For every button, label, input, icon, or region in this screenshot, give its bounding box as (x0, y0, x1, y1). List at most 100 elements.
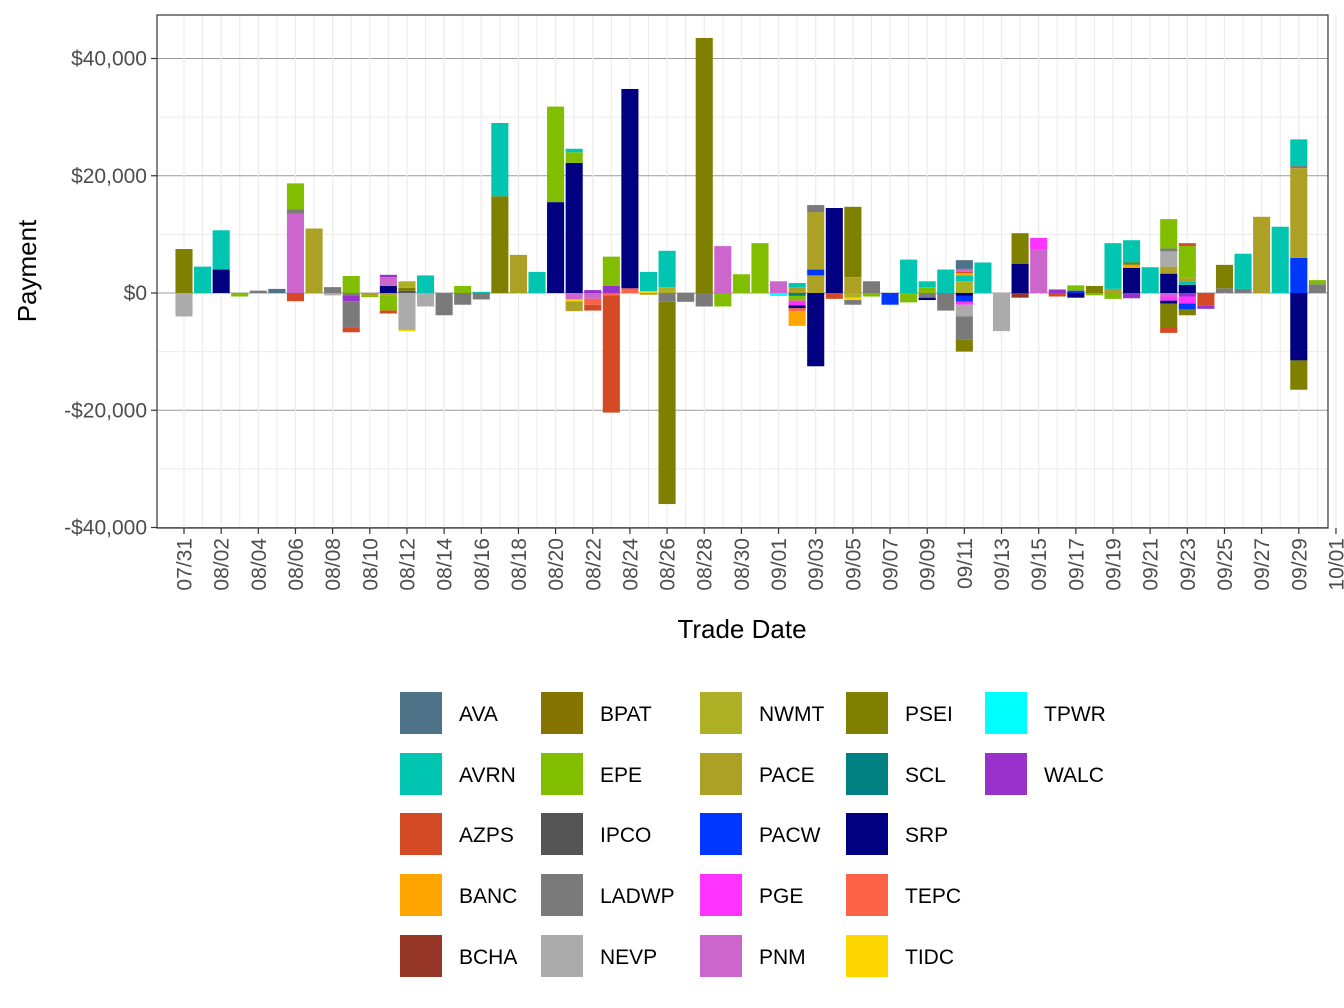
x-tick-label: 09/09 (917, 538, 940, 591)
bar-segment (491, 122, 509, 197)
bar-segment (286, 183, 305, 210)
x-tick-label: 09/03 (805, 538, 828, 591)
bar-segment (491, 196, 509, 293)
legend-label: BPAT (600, 703, 652, 726)
bar-segment (1178, 284, 1196, 293)
bar-segment (918, 297, 936, 301)
bar-segment (788, 283, 806, 288)
bar-segment (1178, 246, 1196, 278)
legend-item: EPE (541, 753, 642, 795)
legend-item: BANC (400, 874, 517, 916)
legend-label: LADWP (600, 885, 675, 908)
legend-swatch (846, 874, 888, 916)
x-tick-label: 08/20 (545, 538, 568, 591)
legend-label: BANC (459, 885, 517, 908)
bar-segment (974, 262, 992, 293)
legend-item: PACW (700, 813, 821, 855)
bar-segment (1067, 293, 1085, 298)
bar-segment (398, 290, 416, 293)
bar-segment (1178, 243, 1196, 247)
bar-segment (1234, 253, 1252, 289)
bar-segment (342, 293, 360, 296)
legend-label: IPCO (600, 824, 651, 847)
x-tick-label: 09/17 (1065, 538, 1088, 591)
bar-segment (1290, 139, 1308, 166)
bar-segment (937, 269, 955, 293)
bar-segment (305, 228, 323, 293)
bar-segment (342, 327, 360, 333)
bar-segment (788, 287, 806, 293)
x-tick-label: 09/07 (880, 538, 903, 591)
legend: AVA AVRN AZPS BANC BCHA BPAT EPE IPCO LADWP NEVP N… (400, 692, 1106, 977)
legend-swatch (400, 692, 442, 734)
legend-label: SCL (905, 764, 946, 787)
legend-label: PSEI (905, 703, 953, 726)
legend-swatch (400, 813, 442, 855)
bar-segment (1197, 305, 1215, 309)
x-tick-label: 09/21 (1140, 538, 1163, 591)
legend-label: AVA (459, 703, 498, 726)
legend-swatch (700, 692, 742, 734)
bar-segment (937, 293, 955, 311)
bar-segment (1048, 289, 1066, 293)
bar-segment (1067, 290, 1085, 293)
legend-swatch (400, 935, 442, 977)
x-axis-title: Trade Date (677, 614, 806, 644)
bar-segment (900, 293, 918, 303)
bar-segment (658, 250, 676, 288)
legend-item: TIDC (846, 935, 954, 977)
bar-segment (1030, 237, 1048, 250)
x-tick-label: 08/16 (471, 538, 494, 591)
bar-segment (1290, 257, 1308, 293)
bar-segment (807, 212, 825, 270)
legend-swatch (541, 935, 583, 977)
bar-segment (565, 148, 583, 153)
legend-swatch (700, 874, 742, 916)
bar-segment (918, 293, 936, 298)
legend-label: BCHA (459, 946, 517, 969)
bar-segment (955, 273, 973, 276)
bar-segment (1308, 280, 1326, 285)
bar-segment (472, 293, 490, 300)
legend-label: PGE (759, 885, 803, 908)
bar-segment (1011, 233, 1029, 264)
legend-item: BCHA (400, 935, 517, 977)
bar-segment (1085, 293, 1103, 296)
bar-segment (807, 269, 825, 276)
y-axis-title: Payment (12, 219, 42, 322)
legend-item: BPAT (541, 692, 652, 734)
bar-segment (602, 293, 620, 296)
x-tick-label: 09/11 (954, 538, 977, 589)
bar-segment (1308, 284, 1326, 293)
bar-segment (658, 287, 676, 293)
bar-segment (379, 310, 397, 314)
legend-item: PGE (700, 874, 803, 916)
bar-segment (435, 293, 453, 316)
bar-segment (547, 106, 565, 203)
legend-swatch (700, 813, 742, 855)
bar-segment (621, 288, 639, 293)
bar-segment (955, 293, 973, 296)
bar-segment (584, 304, 602, 311)
bar-segment (807, 275, 825, 293)
legend-swatch (700, 935, 742, 977)
bar-segment (584, 293, 602, 299)
bar-segment (862, 293, 881, 297)
legend-swatch (541, 813, 583, 855)
bar-segment (1160, 248, 1178, 252)
bar-segment (1123, 240, 1141, 263)
bar-segment (324, 287, 342, 293)
bar-segment (416, 275, 435, 293)
bar-segment (584, 298, 602, 305)
bar-segment (472, 291, 490, 293)
bar-segment (825, 207, 843, 293)
bar-segment (900, 259, 918, 293)
legend-item: NWMT (700, 692, 824, 734)
legend-item: TEPC (846, 874, 961, 916)
legend-item: SRP (846, 813, 948, 855)
legend-item: SCL (846, 753, 946, 795)
legend-item: NEVP (541, 935, 657, 977)
x-tick-label: 09/01 (768, 538, 791, 591)
bar-segment (1178, 293, 1196, 297)
